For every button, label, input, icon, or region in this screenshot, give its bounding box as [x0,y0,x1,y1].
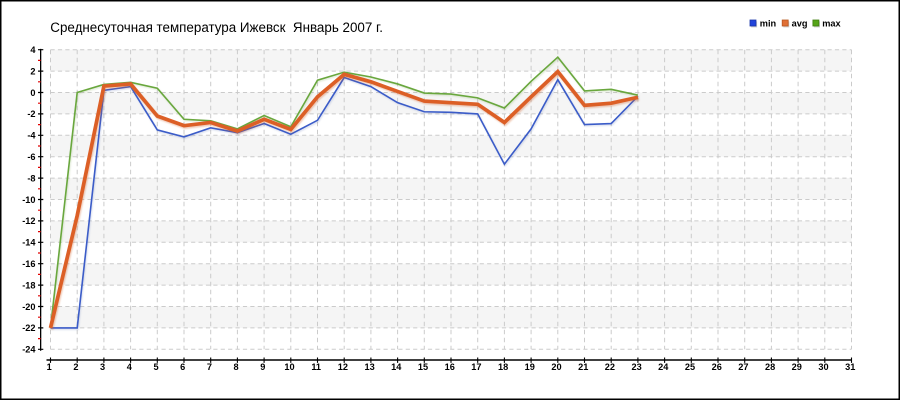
svg-text:3: 3 [100,362,105,372]
svg-text:-10: -10 [22,195,35,205]
svg-text:Среднесуточная температура Иже: Среднесуточная температура Ижевск Январь… [50,20,383,35]
svg-text:-6: -6 [27,152,35,162]
svg-text:-20: -20 [22,302,35,312]
svg-text:5: 5 [153,362,158,372]
svg-text:1: 1 [47,362,52,372]
svg-text:-22: -22 [22,323,35,333]
svg-text:-16: -16 [22,259,35,269]
svg-text:24: 24 [658,362,669,372]
svg-text:18: 18 [498,362,508,372]
svg-text:avg: avg [792,19,808,29]
svg-text:-12: -12 [22,216,35,226]
svg-text:7: 7 [207,362,212,372]
svg-text:2: 2 [73,362,78,372]
svg-text:15: 15 [418,362,428,372]
svg-text:0: 0 [30,88,35,98]
svg-text:17: 17 [471,362,481,372]
svg-text:23: 23 [631,362,641,372]
svg-text:8: 8 [234,362,239,372]
svg-text:25: 25 [685,362,695,372]
svg-text:12: 12 [338,362,348,372]
svg-text:10: 10 [284,362,294,372]
svg-text:29: 29 [792,362,802,372]
svg-text:-24: -24 [22,345,36,355]
svg-text:2: 2 [30,66,35,76]
svg-text:4: 4 [30,45,36,55]
svg-text:14: 14 [391,362,402,372]
svg-text:min: min [760,19,777,29]
svg-text:20: 20 [551,362,561,372]
svg-text:max: max [822,19,841,29]
svg-text:16: 16 [445,362,455,372]
svg-text:21: 21 [578,362,588,372]
svg-text:-4: -4 [27,131,36,141]
svg-text:22: 22 [605,362,615,372]
svg-text:11: 11 [311,362,321,372]
svg-text:26: 26 [712,362,722,372]
svg-text:-18: -18 [22,280,35,290]
svg-text:-8: -8 [27,173,35,183]
svg-text:6: 6 [180,362,185,372]
svg-text:4: 4 [127,362,133,372]
svg-text:31: 31 [845,362,855,372]
svg-text:19: 19 [525,362,535,372]
svg-text:-2: -2 [27,109,35,119]
svg-text:9: 9 [260,362,265,372]
svg-text:28: 28 [765,362,775,372]
svg-text:-14: -14 [22,238,36,248]
svg-text:27: 27 [738,362,748,372]
svg-text:13: 13 [364,362,374,372]
svg-text:30: 30 [818,362,828,372]
